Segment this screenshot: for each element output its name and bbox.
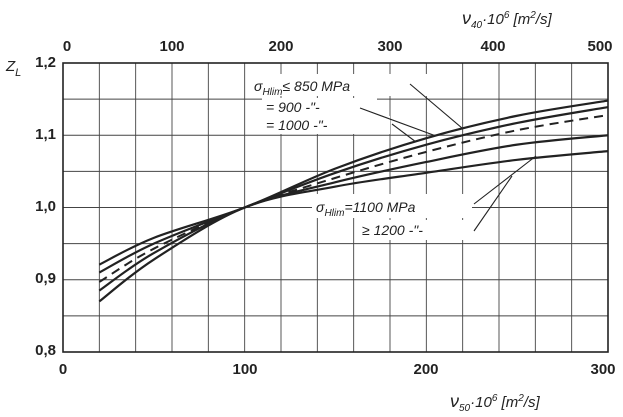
annotation-900-text: = 900 -"- bbox=[266, 99, 320, 115]
x-bottom-tick-label: 0 bbox=[59, 361, 67, 378]
annotation-900: = 900 -"- bbox=[262, 98, 377, 116]
series-group bbox=[98, 99, 609, 303]
x-bottom-tick-label: 200 bbox=[413, 361, 438, 378]
x-top-axis-exp: 6 bbox=[504, 10, 510, 21]
x-top-tick-label: 200 bbox=[268, 38, 293, 55]
annotation-1200-text: ≥ 1200 -"- bbox=[362, 222, 423, 238]
x-top-axis-unit-close: /s] bbox=[535, 11, 553, 28]
y-tick-label: 1,1 bbox=[35, 126, 56, 143]
x-top-axis-mul: ·10 bbox=[482, 11, 504, 28]
y-tick-label: 0,8 bbox=[35, 342, 56, 359]
x-top-tick-label: 100 bbox=[159, 38, 184, 55]
annotation-1100-rel: =1100 MPa bbox=[344, 199, 415, 215]
series-line-5 bbox=[98, 150, 609, 303]
annotation-1200: ≥ 1200 -"- bbox=[358, 220, 476, 240]
annotation-1100-sub: Hlim bbox=[324, 208, 344, 219]
leader-1100 bbox=[473, 155, 537, 205]
x-top-tick-label: 400 bbox=[480, 38, 505, 55]
y-tick-label: 1,2 bbox=[35, 54, 56, 71]
annotation-1000-bg bbox=[262, 116, 390, 134]
x-bottom-axis-unit-exp: 2 bbox=[517, 393, 524, 404]
plot-frame bbox=[62, 62, 609, 353]
leader-900 bbox=[359, 107, 437, 137]
y-tick-label: 0,9 bbox=[35, 270, 56, 287]
annotation-1100-bg bbox=[312, 194, 472, 218]
annotation-1200-bg bbox=[358, 220, 476, 240]
annotation-900-bg bbox=[262, 98, 377, 116]
annotation-1100: σHlim=1100 MPa bbox=[312, 194, 472, 219]
annotation-1100-sigma: σ bbox=[316, 199, 325, 215]
annotation-850-sigma: σ bbox=[254, 78, 263, 94]
series-line-1 bbox=[98, 99, 609, 266]
leader-1200 bbox=[473, 175, 513, 232]
annotation-1100-text: σHlim=1100 MPa bbox=[316, 199, 416, 219]
x-bottom-tick-label: 100 bbox=[232, 361, 257, 378]
x-top-tick-label: 500 bbox=[587, 38, 612, 55]
x-bottom-axis-unit: [m bbox=[497, 394, 518, 411]
x-bottom-axis-nu: ν bbox=[450, 391, 459, 411]
x-bottom-axis-exp: 6 bbox=[492, 393, 498, 404]
annotation-850: σHlim≤ 850 MPa bbox=[250, 74, 428, 98]
x-bottom-axis-title: ν50·106 [m2/s] bbox=[450, 391, 540, 414]
annotation-850-bg bbox=[250, 74, 428, 96]
annotation-850-sub: Hlim bbox=[262, 87, 282, 98]
x-top-axis-title: ν40·106 [m2/s] bbox=[462, 8, 552, 31]
y-axis-title-main: Z bbox=[5, 58, 16, 75]
series-line-2 bbox=[98, 105, 609, 274]
leader-850 bbox=[409, 83, 463, 129]
leader-1000 bbox=[391, 123, 417, 143]
series-line-3 bbox=[98, 114, 609, 283]
annotation-850-text: σHlim≤ 850 MPa bbox=[254, 78, 350, 98]
annotation-1000-text: = 1000 -"- bbox=[266, 117, 328, 133]
y-tick-label: 1,0 bbox=[35, 198, 56, 215]
y-axis-title: ZL bbox=[5, 58, 21, 79]
annotation-850-rel: ≤ 850 MPa bbox=[282, 78, 350, 94]
x-top-axis-unit: [m bbox=[509, 11, 530, 28]
x-bottom-axis-mul: ·10 bbox=[470, 394, 492, 411]
series-line-4 bbox=[98, 134, 609, 292]
x-top-tick-label: 300 bbox=[377, 38, 402, 55]
x-bottom-tick-label: 300 bbox=[590, 361, 615, 378]
x-top-axis-sub: 40 bbox=[471, 20, 483, 31]
x-top-axis-unit-exp: 2 bbox=[529, 10, 536, 21]
y-axis-title-sub: L bbox=[15, 67, 21, 79]
annotation-1000: = 1000 -"- bbox=[262, 116, 390, 134]
x-top-axis-nu: ν bbox=[462, 8, 471, 28]
x-top-tick-label: 0 bbox=[63, 38, 71, 55]
x-bottom-axis-unit-close: /s] bbox=[523, 394, 541, 411]
x-bottom-axis-sub: 50 bbox=[459, 403, 471, 414]
